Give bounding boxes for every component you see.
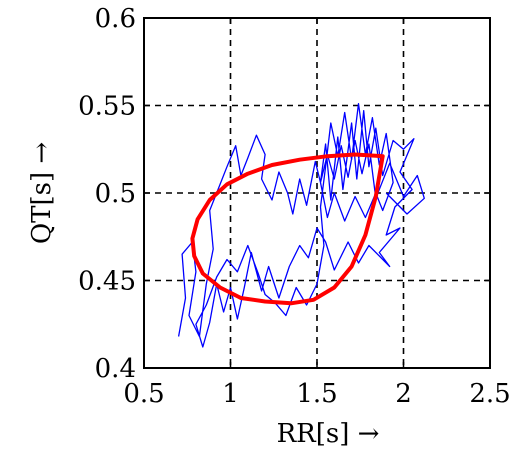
tick-marks [143,17,491,369]
y-tick-labels: 0.4 0.45 0.5 0.55 0.6 [78,4,136,384]
x-tick-labels: 0.5 1 1.5 2 2.5 [123,379,510,409]
x-tick-label: 0.5 [123,379,164,409]
y-tick-label: 0.4 [95,354,136,384]
y-tick-label: 0.55 [78,92,136,122]
x-tick-label: 2.5 [469,379,510,409]
x-tick-label: 1 [222,379,239,409]
x-tick-label: 2 [395,379,412,409]
y-axis-label: QT[s] → [27,142,57,244]
red-loop-line [190,152,385,306]
x-axis-label: RR[s] → [277,419,380,449]
y-tick-label: 0.6 [95,4,136,34]
y-tick-label: 0.45 [78,267,136,297]
y-tick-label: 0.5 [95,179,136,209]
blue-trajectory-line [177,103,425,348]
x-tick-label: 1.5 [296,379,337,409]
series-layer [177,103,425,348]
grid [144,18,490,368]
